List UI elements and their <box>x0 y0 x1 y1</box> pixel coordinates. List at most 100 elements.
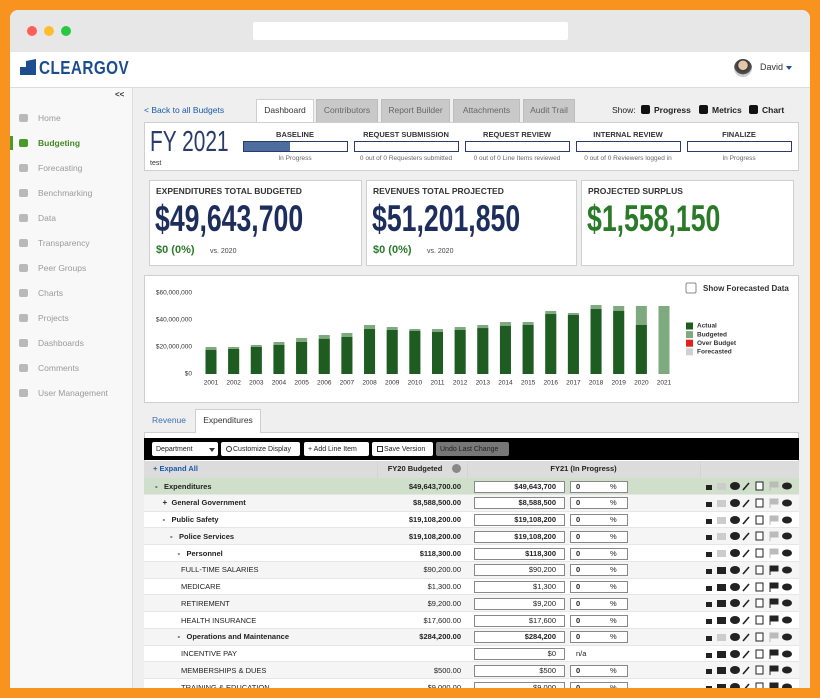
tab[interactable] <box>256 99 314 122</box>
lock-icon[interactable] <box>706 568 712 574</box>
fy21-value[interactable]: $9,200 <box>533 598 556 608</box>
row-toggle[interactable]: - <box>170 531 173 541</box>
flag-icon[interactable] <box>769 582 779 592</box>
lock-icon[interactable] <box>706 501 712 507</box>
fy21-value[interactable]: $19,108,200 <box>514 531 556 541</box>
expand-all[interactable]: + Expand All <box>153 464 198 473</box>
detail-icon[interactable] <box>717 667 726 675</box>
view-icon[interactable] <box>782 532 792 540</box>
fy21-value[interactable]: $8,588,500 <box>518 498 556 508</box>
header-remove[interactable] <box>452 464 461 473</box>
back-link[interactable]: < Back to all Budgets <box>144 105 225 115</box>
pct-value[interactable]: 0 <box>576 565 581 575</box>
fy21-value[interactable]: $9,000 <box>533 682 556 688</box>
attach-icon[interactable] <box>742 515 750 525</box>
address-bar[interactable] <box>253 22 568 40</box>
nav-item[interactable]: Transparency <box>38 238 90 248</box>
lock-icon[interactable] <box>706 535 712 541</box>
fy21-value[interactable]: $1,300 <box>533 582 556 591</box>
tab-label[interactable]: Report Builder <box>388 105 443 115</box>
checkbox[interactable] <box>641 105 650 114</box>
attach-icon[interactable] <box>742 649 750 659</box>
note-icon[interactable] <box>755 649 764 658</box>
table-tab-label[interactable]: Revenue <box>151 415 187 425</box>
attach-icon[interactable] <box>742 582 750 592</box>
view-icon[interactable] <box>782 633 792 641</box>
attach-icon[interactable] <box>743 683 750 688</box>
detail-icon[interactable] <box>717 600 726 608</box>
comment-icon[interactable] <box>730 616 740 624</box>
flag-icon[interactable] <box>769 682 779 688</box>
note-icon[interactable] <box>755 615 764 625</box>
fy21-value[interactable]: $17,600 <box>528 615 556 625</box>
view-icon[interactable] <box>782 516 792 523</box>
toolbar-button[interactable] <box>152 442 218 456</box>
lock-icon[interactable] <box>706 485 712 490</box>
detail-icon[interactable] <box>717 684 726 688</box>
tab[interactable] <box>381 99 450 122</box>
toolbar-button[interactable] <box>304 442 369 456</box>
comment-icon[interactable] <box>730 632 740 641</box>
nav-item[interactable]: Projects <box>38 313 69 323</box>
toolbar-button[interactable] <box>372 442 433 456</box>
fy21-input[interactable] <box>474 530 565 543</box>
view-icon[interactable] <box>782 683 792 689</box>
note-icon[interactable] <box>755 481 764 491</box>
attach-icon[interactable] <box>742 666 750 675</box>
comment-icon[interactable] <box>730 582 740 591</box>
fy21-input[interactable] <box>474 614 565 627</box>
attach-icon[interactable] <box>742 599 750 608</box>
flag-icon[interactable] <box>769 632 779 642</box>
view-icon[interactable] <box>782 583 792 590</box>
view-icon[interactable] <box>782 549 792 557</box>
attach-icon[interactable] <box>742 616 750 625</box>
comment-icon[interactable] <box>730 498 740 507</box>
comment-icon[interactable] <box>730 565 740 574</box>
flag-icon[interactable] <box>769 481 779 491</box>
pct-value[interactable]: 0 <box>576 632 581 642</box>
flag-icon[interactable] <box>769 515 779 525</box>
comment-icon[interactable] <box>730 683 740 688</box>
pct-input[interactable] <box>570 631 628 644</box>
nav-item[interactable]: Benchmarking <box>38 188 93 198</box>
pct-value[interactable]: 0 <box>576 548 581 558</box>
user-caret[interactable] <box>786 66 792 70</box>
flag-icon[interactable] <box>769 498 779 508</box>
view-icon[interactable] <box>782 650 792 657</box>
detail-icon[interactable] <box>717 550 726 557</box>
pct-value[interactable]: 0 <box>576 682 581 688</box>
pct-input[interactable] <box>570 581 628 593</box>
flag-icon[interactable] <box>769 665 779 676</box>
lock-icon[interactable] <box>706 518 712 524</box>
pct-input[interactable] <box>570 530 628 543</box>
flag-icon[interactable] <box>769 598 779 609</box>
detail-icon[interactable] <box>717 483 726 490</box>
comment-icon[interactable] <box>730 515 740 524</box>
lock-icon[interactable] <box>706 585 712 591</box>
view-icon[interactable] <box>782 666 792 674</box>
minimize-dot[interactable] <box>44 26 54 36</box>
avatar[interactable] <box>734 59 752 77</box>
fy21-input[interactable] <box>474 681 565 688</box>
sidebar-collapse[interactable]: << <box>115 90 125 99</box>
toolbar-button-label[interactable]: Department <box>156 446 193 453</box>
fy21-input[interactable] <box>474 514 565 526</box>
checkbox[interactable] <box>749 105 758 114</box>
nav-item[interactable]: Forecasting <box>38 163 83 173</box>
row-toggle[interactable]: - <box>155 481 158 491</box>
attach-icon[interactable] <box>742 499 750 508</box>
note-icon[interactable] <box>755 682 764 688</box>
pct-value[interactable]: 0 <box>576 598 581 608</box>
lock-icon[interactable] <box>706 619 712 624</box>
nav-item[interactable]: Comments <box>38 363 80 373</box>
detail-icon[interactable] <box>717 583 726 591</box>
maximize-dot[interactable] <box>61 26 71 36</box>
checkbox-label[interactable]: Progress <box>654 105 691 115</box>
tab[interactable] <box>316 99 378 122</box>
fy21-input[interactable] <box>474 631 565 644</box>
pct-input[interactable] <box>570 497 628 510</box>
pct-input[interactable] <box>570 681 628 688</box>
comment-icon[interactable] <box>730 666 740 675</box>
view-icon[interactable] <box>782 499 792 507</box>
note-icon[interactable] <box>755 665 764 675</box>
